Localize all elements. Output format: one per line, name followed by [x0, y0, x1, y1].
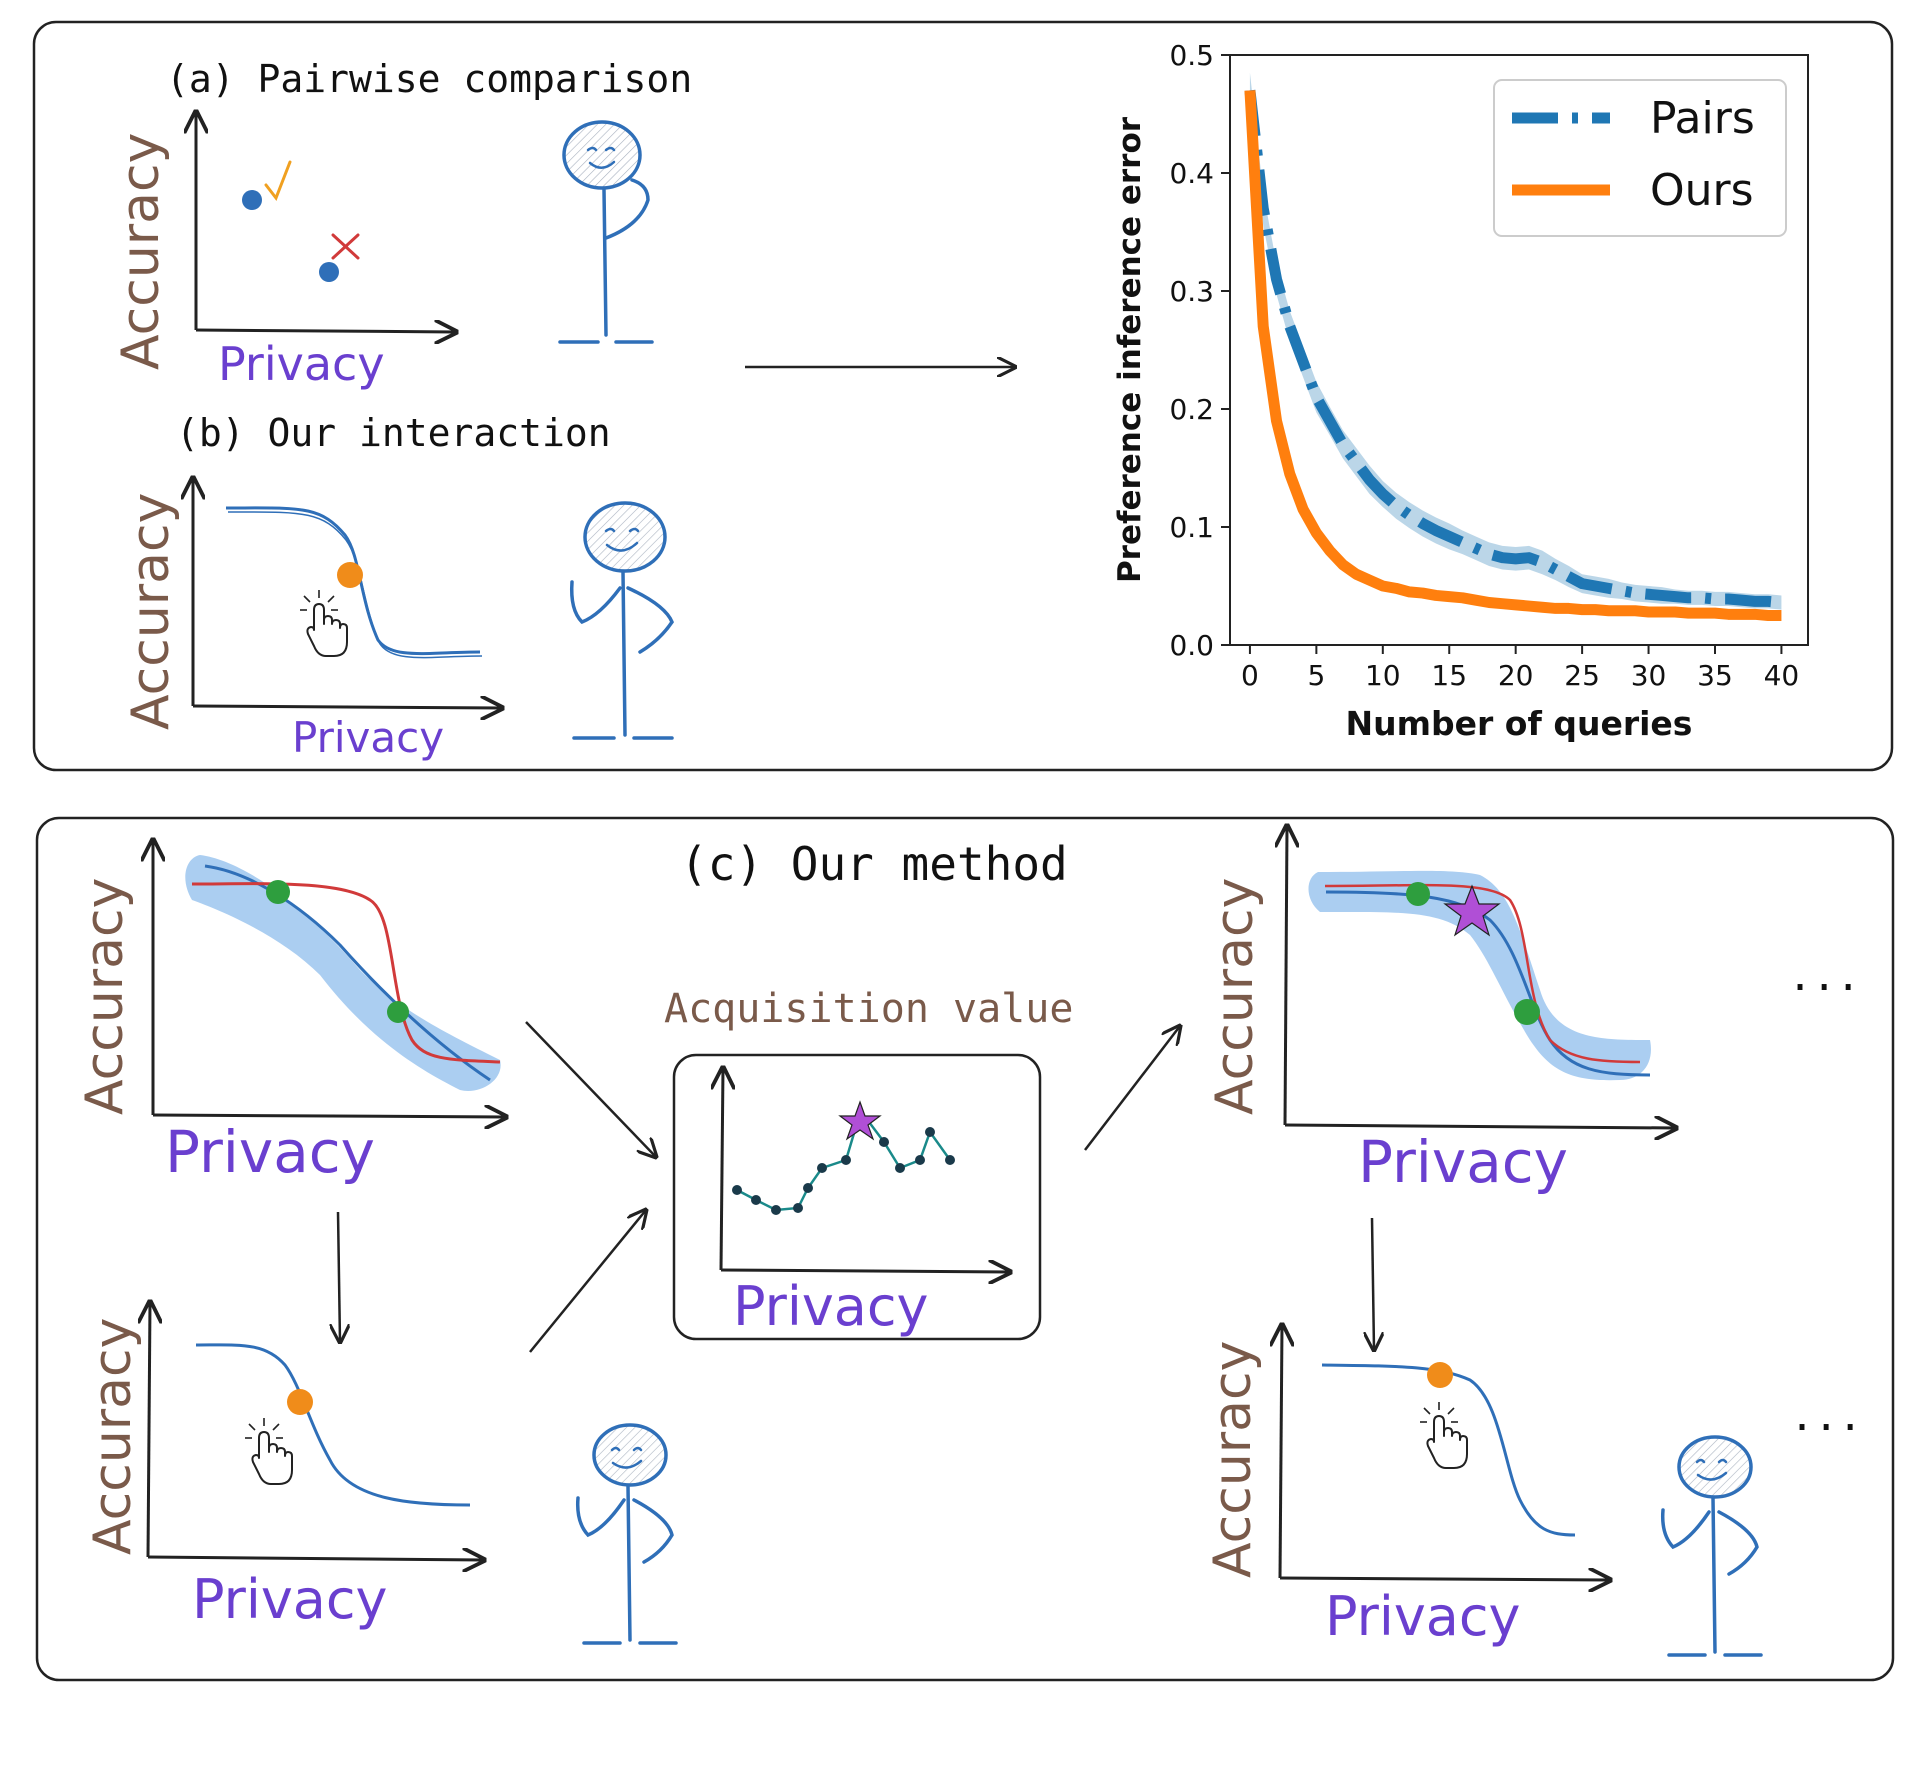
selected-point	[1427, 1362, 1453, 1388]
stick-figure-icon	[558, 120, 654, 344]
posterior-plot-updated	[1285, 826, 1676, 1128]
ellipsis-bottom: ...	[1790, 1394, 1862, 1440]
true-utility-curve	[1324, 883, 1641, 1064]
panel-c-title: (c) Our method	[680, 837, 1068, 891]
check-icon	[264, 160, 292, 202]
ellipsis-top: ...	[1788, 954, 1860, 1000]
panel-a-point-preferred	[242, 190, 262, 210]
flow-arrow-to-acquisition-bottom	[529, 1210, 646, 1353]
acquisition-samples	[732, 1127, 955, 1215]
top-panel-border	[32, 20, 1894, 772]
chart-legend: Pairs Ours	[1493, 79, 1787, 237]
x-tick-label: 10	[1365, 659, 1401, 692]
y-tick-label: 0.2	[1169, 393, 1214, 426]
flow-arrow-to-updated	[1084, 1026, 1180, 1151]
series-pairs-line	[1244, 89, 1782, 608]
cross-icon	[331, 233, 360, 260]
x-tick-label: 15	[1431, 659, 1467, 692]
flow-arrow-to-acquisition-top	[525, 1021, 656, 1157]
y-tick-label: 0.5	[1169, 39, 1214, 72]
interaction-y-label: Accuracy	[83, 1318, 143, 1555]
panel-b-title: (b) Our interaction	[176, 411, 611, 455]
observed-point	[1514, 999, 1540, 1025]
y-tick-label: 0.1	[1169, 511, 1214, 544]
acquisition-x-label: Privacy	[733, 1275, 929, 1338]
star-icon	[838, 1100, 882, 1141]
selected-point	[287, 1389, 313, 1415]
observed-point	[266, 880, 290, 904]
pointer-hand-icon	[244, 1417, 293, 1485]
user-interaction-plot-right	[1280, 1325, 1610, 1580]
posterior-updated-y-label: Accuracy	[1205, 878, 1265, 1115]
acquisition-plot	[721, 1068, 1010, 1272]
bottom-panel-border	[35, 816, 1895, 1682]
posterior-band	[1308, 870, 1651, 1081]
posterior-updated-x-label: Privacy	[1358, 1128, 1568, 1196]
panel-b-selected-point	[337, 562, 363, 588]
x-tick-label: 30	[1631, 659, 1667, 692]
y-tick-label: 0.3	[1169, 275, 1214, 308]
x-tick-label: 0	[1241, 659, 1259, 692]
legend-label-pairs: Pairs	[1650, 93, 1755, 144]
interaction-right-x-label: Privacy	[1325, 1585, 1521, 1648]
panel-a-x-label: Privacy	[218, 337, 385, 391]
posterior-plot-initial	[153, 840, 506, 1117]
x-tick-label: 40	[1764, 659, 1800, 692]
panel-a-y-label: Accuracy	[111, 133, 171, 370]
panel-b-x-label: Privacy	[292, 713, 444, 762]
chart-x-label: Number of queries	[1346, 704, 1693, 743]
flow-arrow-down	[338, 1211, 340, 1342]
posterior-initial-x-label: Privacy	[165, 1118, 375, 1186]
x-tick-label: 20	[1498, 659, 1534, 692]
panel-a-axes	[196, 112, 456, 332]
interaction-x-label: Privacy	[192, 1568, 388, 1631]
stick-figure-icon	[1660, 1435, 1763, 1657]
observed-point	[1406, 882, 1430, 906]
chart-y-label: Preference inference error	[1112, 116, 1148, 583]
error-chart: 0 5 10 15 20 25 30 35 40 0.0 0.1 0.2 0.3 0.4 0.5 Numbe…	[1112, 39, 1809, 743]
acquisition-title: Acquisition value	[664, 986, 1073, 1032]
observed-point	[387, 1001, 409, 1023]
panel-b-y-label: Accuracy	[121, 493, 181, 730]
user-interaction-plot	[148, 1302, 484, 1560]
stick-figure-icon	[569, 501, 674, 740]
posterior-band	[185, 855, 501, 1091]
posterior-initial-y-label: Accuracy	[75, 878, 135, 1115]
series-ours-line	[1244, 90, 1782, 621]
pointer-hand-icon	[299, 589, 348, 657]
legend-label-ours: Ours	[1650, 165, 1754, 216]
panel-a-title: (a) Pairwise comparison	[166, 57, 692, 101]
legend-box	[1493, 79, 1787, 237]
stick-figure-icon	[575, 1423, 678, 1645]
pointer-hand-icon	[1419, 1401, 1468, 1469]
panel-a-point-rejected	[319, 262, 339, 282]
star-icon	[1443, 884, 1501, 937]
x-tick-label: 35	[1697, 659, 1733, 692]
interaction-right-y-label: Accuracy	[1203, 1341, 1263, 1578]
x-tick-label: 5	[1307, 659, 1325, 692]
acquisition-box	[672, 1053, 1042, 1341]
x-tick-label: 25	[1564, 659, 1600, 692]
posterior-mean-curve	[204, 864, 491, 1082]
y-tick-label: 0.4	[1169, 157, 1214, 190]
panel-b-axes	[193, 478, 502, 708]
flow-arrow-down-right	[1372, 1217, 1374, 1350]
y-tick-label: 0.0	[1169, 629, 1214, 662]
